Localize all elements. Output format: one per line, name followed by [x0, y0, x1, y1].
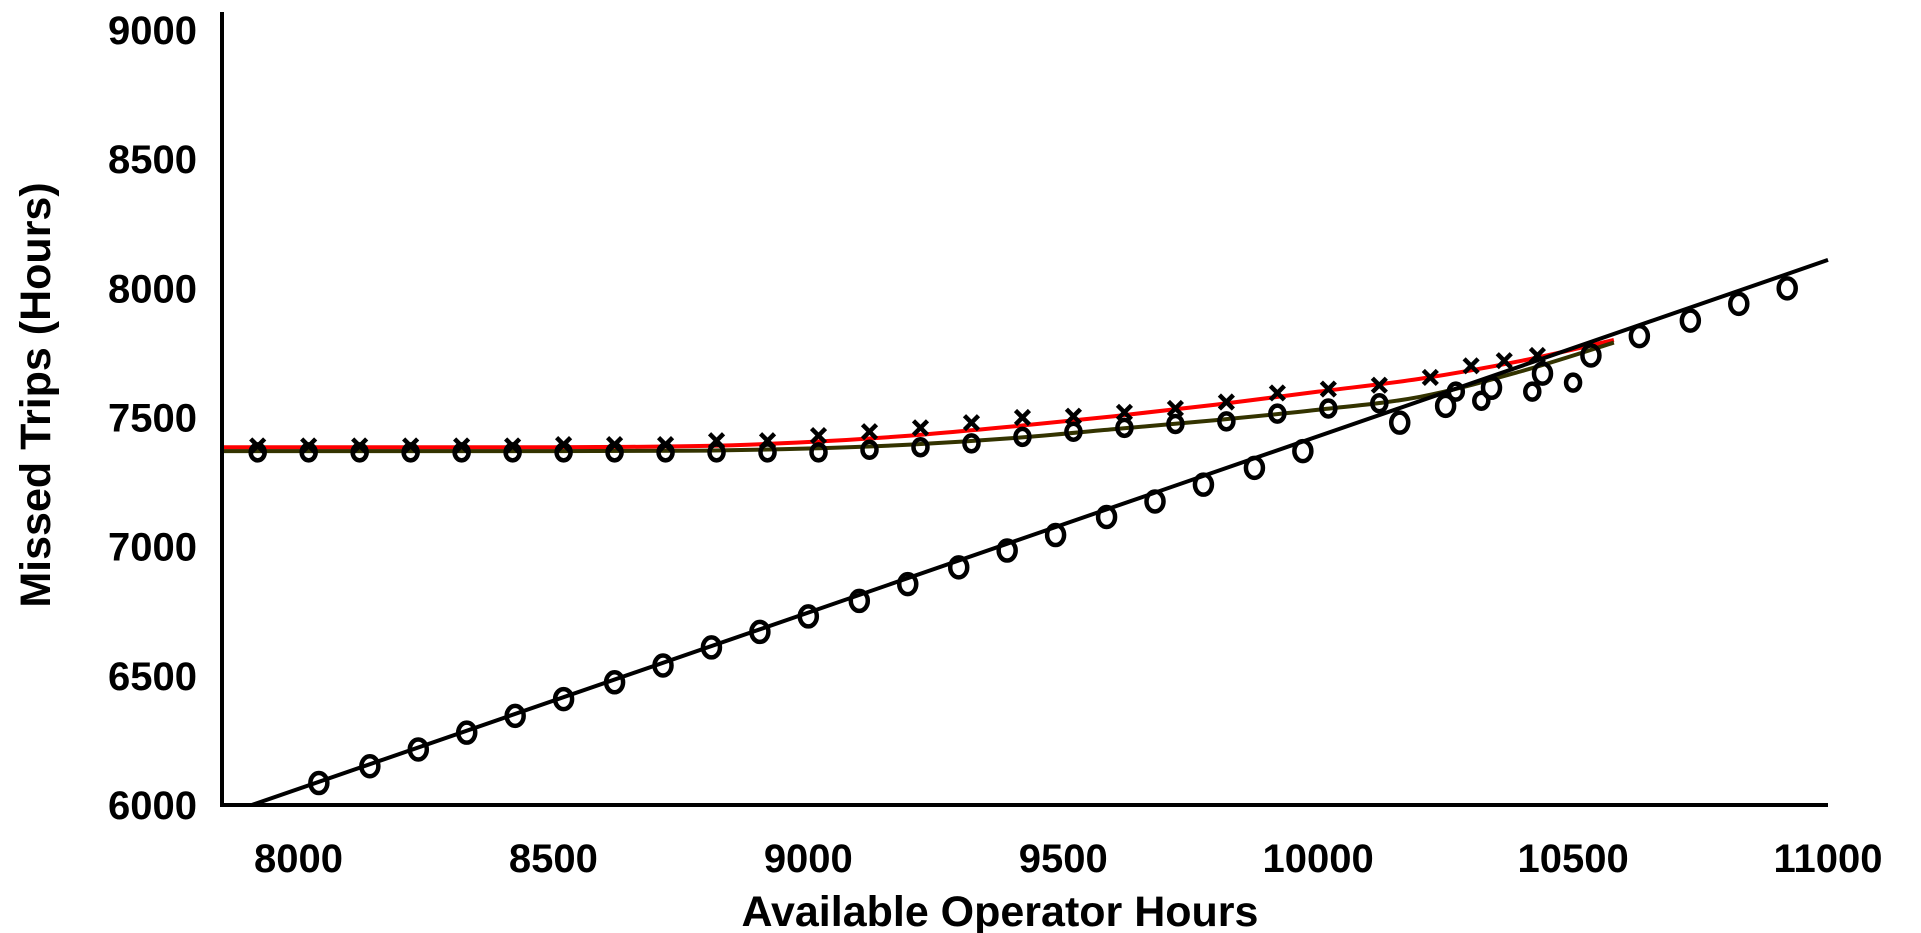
circle-marker — [455, 720, 478, 745]
x-tick-label: 10500 — [1517, 837, 1628, 881]
circle-marker — [996, 538, 1018, 563]
circle-marker — [700, 635, 723, 660]
x-tick-label: 8000 — [254, 837, 343, 881]
x-marker — [962, 414, 981, 432]
x-tick-label: 10000 — [1263, 837, 1374, 881]
small-circle-marker — [911, 436, 930, 458]
small-circle-marker — [503, 442, 522, 463]
y-tick-labels: 6000 6500 7000 7500 8000 8500 9000 — [108, 9, 197, 828]
small-circle-marker — [1064, 421, 1083, 442]
y-tick-label: 6000 — [108, 784, 197, 828]
fit-line-1 — [222, 338, 1615, 450]
circle-marker — [1434, 393, 1457, 419]
small-circle-marker — [860, 439, 879, 461]
circle-marker — [1480, 375, 1503, 401]
x-tick-label: 8500 — [509, 837, 598, 881]
circle-marker — [1192, 472, 1215, 497]
circle-marker — [1388, 410, 1411, 435]
y-tick-label: 8500 — [108, 138, 197, 182]
y-tick-label: 6500 — [108, 655, 197, 699]
x-marker — [1268, 384, 1286, 402]
small-circle-marker — [350, 442, 369, 463]
circle-marker — [1144, 489, 1166, 514]
circle-marker — [1292, 438, 1314, 464]
x-marker — [809, 426, 828, 445]
circle-marker — [603, 670, 626, 695]
x-axis-title: Available Operator Hours — [742, 888, 1259, 933]
x-marker — [1421, 368, 1439, 387]
y-tick-label: 7000 — [108, 526, 197, 570]
small-circle-marker — [1319, 398, 1338, 419]
small-circle-marker — [1370, 393, 1389, 414]
small-circle-marker — [401, 442, 420, 463]
small-circle-marker — [1013, 426, 1032, 448]
fit-lines — [222, 258, 1829, 807]
circle-marker — [1580, 343, 1602, 368]
small-circle-marker — [1563, 372, 1583, 393]
circle-marker — [1243, 455, 1266, 481]
circle-marker — [896, 571, 919, 597]
x-marker — [1217, 393, 1235, 411]
x-marker — [1528, 346, 1546, 365]
circle-marker — [359, 754, 381, 779]
circle-marker — [1679, 308, 1702, 333]
x-tick-label: 9000 — [764, 837, 853, 881]
circle-marker — [1095, 504, 1118, 530]
x-marker — [1319, 380, 1337, 398]
fit-line-3 — [239, 258, 1829, 807]
y-tick-label: 7500 — [108, 397, 197, 441]
x-marker — [1462, 357, 1480, 375]
small-circle-marker — [1523, 381, 1542, 402]
x-marker — [1370, 376, 1388, 394]
small-circle-marker — [1268, 403, 1287, 424]
small-circle-marker — [707, 442, 726, 463]
circle-marker — [407, 737, 430, 762]
y-tick-label: 8000 — [108, 267, 197, 311]
circle-marker — [947, 555, 970, 580]
small-circle-marker — [299, 442, 318, 463]
x-tick-label: 11000 — [1773, 837, 1882, 881]
small-circle-marker — [809, 442, 828, 463]
data-markers — [248, 276, 1798, 796]
circle-marker — [552, 686, 575, 712]
small-circle-marker — [1166, 413, 1185, 435]
x-marker — [1166, 399, 1184, 418]
small-circle-marker — [962, 433, 981, 454]
small-circle-marker — [1446, 381, 1466, 402]
small-circle-marker — [758, 442, 777, 463]
circle-marker — [797, 604, 820, 629]
circle-marker — [848, 588, 871, 614]
x-marker — [911, 419, 930, 437]
small-circle-marker — [605, 442, 624, 463]
circle-marker — [1044, 522, 1067, 548]
x-marker — [1013, 408, 1032, 427]
x-tick-labels: 8000 8500 9000 9500 10000 10500 11000 — [254, 837, 1883, 881]
x-tick-label: 9500 — [1019, 837, 1108, 881]
circle-marker — [1776, 276, 1798, 301]
small-circle-marker — [1115, 417, 1134, 439]
y-tick-label: 9000 — [108, 9, 197, 53]
circle-marker — [504, 703, 526, 729]
small-circle-marker — [554, 442, 573, 463]
circle-marker — [1628, 323, 1651, 349]
x-marker — [1064, 407, 1083, 425]
y-axis-title: Missed Trips (Hours) — [12, 182, 60, 607]
x-marker — [1115, 403, 1134, 421]
circle-marker — [1531, 361, 1554, 386]
circle-marker — [652, 653, 674, 678]
small-circle-marker — [1472, 390, 1491, 411]
x-marker — [860, 423, 879, 441]
circle-marker — [749, 619, 771, 645]
small-circle-marker — [248, 442, 267, 463]
small-circle-marker — [1217, 411, 1236, 432]
small-circle-marker — [452, 442, 471, 463]
circle-marker — [1728, 291, 1750, 317]
x-marker — [1495, 352, 1513, 370]
circle-marker — [308, 770, 330, 796]
small-circle-marker — [656, 442, 675, 463]
